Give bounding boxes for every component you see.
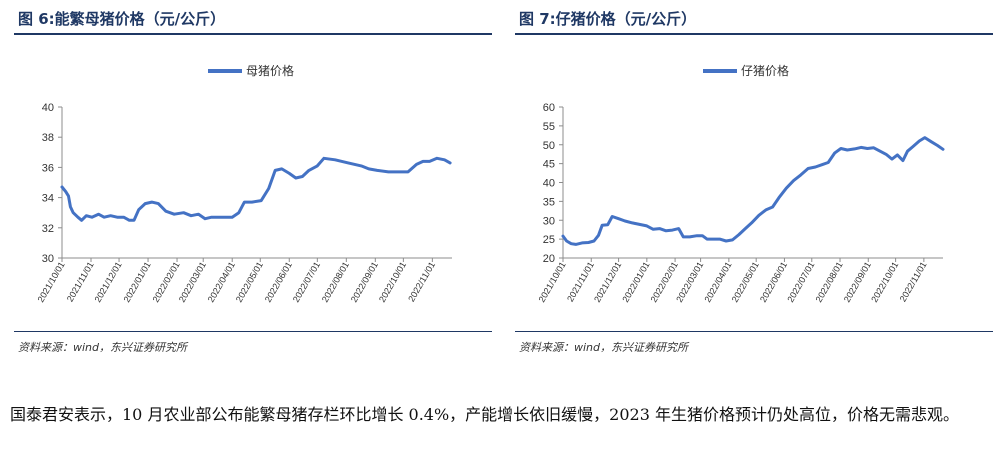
figure-6-bottom-rule <box>14 331 492 332</box>
y-tick-label: 40 <box>42 102 54 114</box>
series-line <box>60 156 452 222</box>
y-tick-label: 32 <box>42 223 54 235</box>
figure-7-panel: 图 7:仔猪价格（元/公斤） 20 25 30 35 40 45 50 55 60 2021/10… <box>515 0 993 362</box>
y-tick-label: 25 <box>543 234 555 246</box>
x-tick-label: 2021/12/01 <box>93 260 124 304</box>
x-tick-label: 2022/10/01 <box>869 260 900 304</box>
x-tick-label: 2021/11/01 <box>565 260 596 303</box>
y-tick-label: 36 <box>42 162 54 174</box>
y-tick-label: 50 <box>543 140 555 152</box>
y-tick-label: 30 <box>543 215 555 227</box>
x-tick-label: 2022/09/01 <box>842 260 873 304</box>
y-tick-label: 20 <box>543 253 555 265</box>
x-tick-label: 2022/03/01 <box>177 260 208 304</box>
x-tick-label: 2022/07/01 <box>785 260 816 304</box>
figure-6-title: 图 6:能繁母猪价格（元/公斤） <box>18 10 226 28</box>
x-tick-label: 2022/06/01 <box>758 260 789 304</box>
legend-label: 母猪价格 <box>246 63 294 78</box>
x-tick-label: 2022/10/01 <box>377 260 408 304</box>
y-tick-label: 34 <box>42 193 54 205</box>
x-tick-label: 2022/11/01 <box>898 260 929 303</box>
x-tick-label: 2021/10/01 <box>36 260 67 304</box>
caption-paragraph: 国泰君安表示，10 月农业部公布能繁母猪存栏环比增长 0.4%，产能增长依旧缓慢… <box>10 405 959 424</box>
x-tick-label: 2022/05/01 <box>730 260 761 304</box>
figure-6-panel: 图 6:能繁母猪价格（元/公斤） 30 32 34 36 38 40 2021/10/01 2… <box>14 0 492 362</box>
x-tick-label: 2022/04/01 <box>206 260 237 304</box>
figure-7-source: 资料来源：wind，东兴证券研究所 <box>519 341 689 354</box>
x-tick-label: 2022/09/01 <box>349 260 380 304</box>
x-tick-label: 2022/08/01 <box>814 260 845 304</box>
figure-7-chart: 2025303540455055602021/10/012021/11/0120… <box>537 63 945 304</box>
figure-7-title: 图 7:仔猪价格（元/公斤） <box>519 10 697 28</box>
y-tick-label: 40 <box>543 178 555 190</box>
figure-6-source: 资料来源：wind，东兴证券研究所 <box>18 341 188 354</box>
x-tick-label: 2022/07/01 <box>291 260 322 304</box>
x-tick-label: 2021/10/01 <box>537 260 568 304</box>
x-tick-label: 2022/08/01 <box>320 260 351 304</box>
y-tick-label: 35 <box>543 196 555 208</box>
y-tick-label: 38 <box>42 132 54 144</box>
x-tick-label: 2021/11/01 <box>65 260 96 303</box>
series-line <box>561 136 945 246</box>
y-tick-label: 30 <box>42 253 54 265</box>
x-tick-label: 2022/01/01 <box>620 260 651 304</box>
x-tick-label: 2022/04/01 <box>702 260 733 304</box>
y-tick-label: 55 <box>543 121 555 133</box>
x-tick-label: 2022/05/01 <box>234 260 265 304</box>
x-tick-label: 2022/01/01 <box>122 260 153 304</box>
figure-7-bottom-rule <box>515 331 993 332</box>
y-tick-label: 45 <box>543 159 555 171</box>
legend-label: 仔猪价格 <box>741 63 789 78</box>
x-tick-label: 2022/06/01 <box>263 260 294 304</box>
figure-7-title-rule <box>515 33 993 35</box>
x-tick-label: 2022/11/01 <box>406 260 437 303</box>
figure-6-chart: 30 32 34 36 38 40 2021/10/012021/11/012021/12/… <box>36 63 452 304</box>
x-tick-label: 2021/12/01 <box>592 260 623 304</box>
figure-6-title-rule <box>14 33 492 35</box>
y-tick-label: 60 <box>543 102 555 114</box>
